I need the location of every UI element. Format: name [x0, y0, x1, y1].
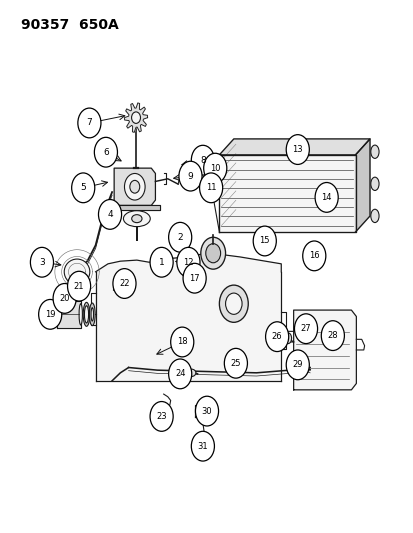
- Ellipse shape: [83, 302, 90, 326]
- Text: 30: 30: [201, 407, 212, 416]
- Text: 8: 8: [199, 156, 205, 165]
- Circle shape: [30, 247, 53, 277]
- Text: 7: 7: [86, 118, 92, 127]
- Ellipse shape: [370, 177, 378, 190]
- Text: 5: 5: [80, 183, 86, 192]
- Circle shape: [195, 396, 218, 426]
- Circle shape: [183, 263, 206, 293]
- Circle shape: [124, 173, 145, 200]
- Circle shape: [113, 269, 136, 298]
- Circle shape: [191, 146, 214, 175]
- Text: 23: 23: [156, 412, 166, 421]
- Circle shape: [178, 161, 202, 191]
- Ellipse shape: [89, 303, 95, 326]
- Text: 27: 27: [300, 324, 311, 333]
- Circle shape: [150, 401, 173, 431]
- Circle shape: [302, 241, 325, 271]
- Circle shape: [53, 284, 76, 313]
- Circle shape: [176, 247, 199, 277]
- Circle shape: [170, 327, 193, 357]
- Ellipse shape: [299, 368, 304, 372]
- Polygon shape: [114, 168, 155, 205]
- Text: 90357  650A: 90357 650A: [21, 18, 119, 31]
- Text: 11: 11: [205, 183, 216, 192]
- Circle shape: [253, 226, 275, 256]
- Text: 18: 18: [176, 337, 187, 346]
- Text: 4: 4: [107, 210, 113, 219]
- Circle shape: [224, 349, 247, 378]
- Circle shape: [265, 322, 288, 352]
- Ellipse shape: [186, 369, 195, 376]
- Text: 1: 1: [158, 258, 164, 266]
- Text: 13: 13: [292, 145, 302, 154]
- Circle shape: [168, 359, 191, 389]
- Text: 22: 22: [119, 279, 129, 288]
- Circle shape: [38, 300, 62, 329]
- Text: 20: 20: [59, 294, 70, 303]
- Polygon shape: [195, 405, 208, 417]
- Text: 6: 6: [103, 148, 109, 157]
- Circle shape: [130, 180, 140, 193]
- Circle shape: [94, 138, 117, 167]
- Circle shape: [314, 182, 337, 212]
- Text: 15: 15: [259, 237, 269, 246]
- Circle shape: [285, 135, 309, 165]
- Ellipse shape: [64, 259, 90, 285]
- Circle shape: [78, 108, 101, 138]
- Text: 12: 12: [183, 258, 193, 266]
- Text: 21: 21: [74, 281, 84, 290]
- Ellipse shape: [295, 366, 307, 375]
- Text: 24: 24: [175, 369, 185, 378]
- Ellipse shape: [123, 211, 150, 227]
- Polygon shape: [219, 155, 355, 232]
- Text: 28: 28: [327, 331, 337, 340]
- Circle shape: [320, 321, 344, 351]
- Text: 2: 2: [177, 233, 183, 242]
- Polygon shape: [124, 103, 147, 132]
- Ellipse shape: [55, 304, 58, 325]
- Circle shape: [131, 112, 140, 124]
- Text: 29: 29: [292, 360, 302, 369]
- Circle shape: [191, 431, 214, 461]
- Circle shape: [225, 293, 242, 314]
- Circle shape: [200, 237, 225, 269]
- Ellipse shape: [84, 306, 88, 323]
- Polygon shape: [219, 139, 369, 155]
- Circle shape: [203, 154, 226, 183]
- Text: 10: 10: [209, 164, 220, 173]
- Circle shape: [294, 314, 317, 344]
- Text: 14: 14: [320, 193, 331, 202]
- Ellipse shape: [131, 215, 142, 223]
- Circle shape: [285, 350, 309, 379]
- Text: 19: 19: [45, 310, 55, 319]
- Circle shape: [168, 222, 191, 252]
- Text: 17: 17: [189, 273, 199, 282]
- Text: 3: 3: [39, 258, 45, 266]
- Circle shape: [67, 271, 90, 301]
- Ellipse shape: [91, 308, 93, 321]
- Ellipse shape: [370, 145, 378, 158]
- Text: 9: 9: [187, 172, 193, 181]
- Circle shape: [71, 173, 95, 203]
- Circle shape: [219, 285, 248, 322]
- Ellipse shape: [284, 333, 291, 344]
- Ellipse shape: [370, 209, 378, 223]
- Polygon shape: [110, 205, 159, 209]
- Polygon shape: [355, 139, 369, 232]
- Text: 26: 26: [271, 332, 282, 341]
- Ellipse shape: [79, 304, 82, 325]
- Circle shape: [205, 244, 220, 263]
- Polygon shape: [57, 301, 81, 328]
- Polygon shape: [293, 310, 356, 390]
- Circle shape: [98, 199, 121, 229]
- Text: 31: 31: [197, 442, 208, 451]
- Text: 16: 16: [308, 252, 319, 260]
- Polygon shape: [95, 253, 280, 381]
- Circle shape: [150, 247, 173, 277]
- Circle shape: [199, 173, 222, 203]
- Text: 25: 25: [230, 359, 240, 368]
